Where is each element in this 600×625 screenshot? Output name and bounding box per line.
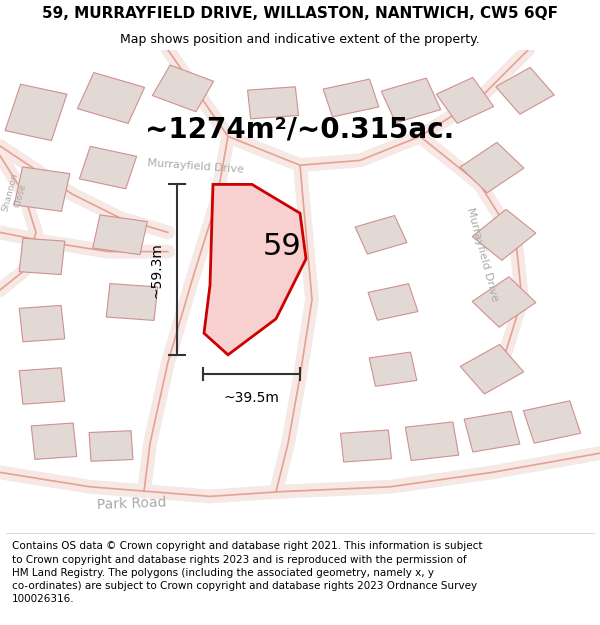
Polygon shape <box>14 167 70 211</box>
Polygon shape <box>406 422 458 461</box>
Text: Murrayfield Drive: Murrayfield Drive <box>465 206 500 302</box>
Text: Park Road: Park Road <box>97 496 167 512</box>
Polygon shape <box>89 431 133 461</box>
Polygon shape <box>472 209 536 260</box>
Text: Murrayfield Drive: Murrayfield Drive <box>147 158 244 175</box>
Polygon shape <box>248 87 298 119</box>
Polygon shape <box>460 142 524 192</box>
Polygon shape <box>341 430 391 462</box>
Polygon shape <box>152 65 214 112</box>
Text: Map shows position and indicative extent of the property.: Map shows position and indicative extent… <box>120 32 480 46</box>
Polygon shape <box>523 401 581 443</box>
Polygon shape <box>5 84 67 141</box>
Polygon shape <box>368 284 418 320</box>
Polygon shape <box>472 277 536 328</box>
Polygon shape <box>19 306 65 342</box>
Polygon shape <box>77 72 145 123</box>
Polygon shape <box>323 79 379 117</box>
Polygon shape <box>93 215 147 254</box>
Text: 59, MURRAYFIELD DRIVE, WILLASTON, NANTWICH, CW5 6QF: 59, MURRAYFIELD DRIVE, WILLASTON, NANTWI… <box>42 6 558 21</box>
Polygon shape <box>381 78 441 122</box>
Polygon shape <box>369 352 417 386</box>
Text: ~1274m²/~0.315ac.: ~1274m²/~0.315ac. <box>145 115 455 143</box>
Text: 59: 59 <box>263 232 301 261</box>
Text: Shannon
Close: Shannon Close <box>1 173 29 216</box>
Polygon shape <box>355 216 407 254</box>
Polygon shape <box>106 284 158 321</box>
Polygon shape <box>204 184 306 355</box>
Polygon shape <box>436 78 494 123</box>
Text: ~39.5m: ~39.5m <box>223 391 280 405</box>
Text: ~59.3m: ~59.3m <box>149 242 163 298</box>
Polygon shape <box>464 411 520 452</box>
Polygon shape <box>496 68 554 114</box>
Polygon shape <box>19 368 65 404</box>
Text: Contains OS data © Crown copyright and database right 2021. This information is : Contains OS data © Crown copyright and d… <box>12 541 482 604</box>
Polygon shape <box>460 344 524 394</box>
Polygon shape <box>31 423 77 459</box>
Polygon shape <box>19 238 65 274</box>
Polygon shape <box>79 146 137 189</box>
